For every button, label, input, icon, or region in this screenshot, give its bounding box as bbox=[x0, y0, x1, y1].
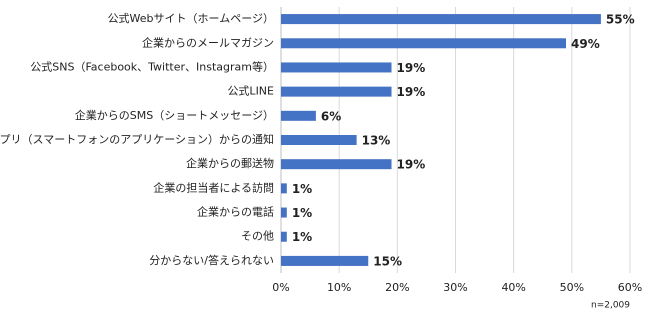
y-tick-label: 公式LINE bbox=[227, 85, 274, 98]
data-label: 13% bbox=[362, 134, 391, 148]
bar bbox=[281, 135, 357, 145]
data-label: 15% bbox=[373, 254, 402, 268]
x-tick-label: 50% bbox=[560, 281, 584, 294]
y-tick-label: 公式Webサイト（ホームページ） bbox=[108, 12, 274, 25]
bar bbox=[281, 14, 601, 25]
y-tick-label: 公式アプリ（スマートフォンのアプリケーション）からの通知 bbox=[0, 132, 274, 146]
data-label: 19% bbox=[397, 85, 426, 99]
x-tick-label: 20% bbox=[385, 281, 409, 294]
data-label: 1% bbox=[292, 230, 312, 244]
sample-size-note: n=2,009 bbox=[591, 301, 630, 311]
data-label: 19% bbox=[397, 158, 426, 172]
bar bbox=[281, 183, 287, 194]
data-label: 49% bbox=[571, 37, 600, 51]
y-tick-label: 公式SNS（Facebook、Twitter、Instagram等） bbox=[30, 59, 274, 73]
y-tick-label: 企業からの郵送物 bbox=[186, 156, 274, 170]
x-tick-label: 0% bbox=[272, 281, 289, 294]
x-tick-label: 30% bbox=[443, 281, 467, 294]
data-label: 1% bbox=[292, 182, 312, 196]
bar bbox=[281, 110, 316, 121]
x-tick-label: 10% bbox=[327, 281, 351, 294]
x-tick-label: 60% bbox=[618, 281, 642, 294]
bar bbox=[281, 255, 369, 266]
y-tick-label: 企業からのメールマガジン bbox=[142, 35, 274, 49]
y-tick-label: 企業からの電話 bbox=[197, 205, 274, 219]
x-tick-label: 40% bbox=[501, 281, 525, 294]
y-tick-label: 企業の担当者による訪問 bbox=[153, 180, 274, 194]
bar bbox=[281, 207, 287, 218]
y-tick-label: 企業からのSMS（ショートメッセージ） bbox=[75, 108, 274, 122]
data-label: 1% bbox=[292, 206, 312, 220]
y-tick-label: その他 bbox=[241, 230, 274, 243]
bar bbox=[281, 38, 567, 49]
data-label: 6% bbox=[321, 109, 341, 123]
bar bbox=[281, 62, 392, 73]
bar bbox=[281, 231, 287, 242]
bar bbox=[281, 159, 392, 170]
y-tick-label: 分からない/答えられない bbox=[149, 253, 274, 267]
data-label: 19% bbox=[397, 61, 426, 75]
data-label: 55% bbox=[606, 13, 635, 27]
bar bbox=[281, 86, 392, 97]
